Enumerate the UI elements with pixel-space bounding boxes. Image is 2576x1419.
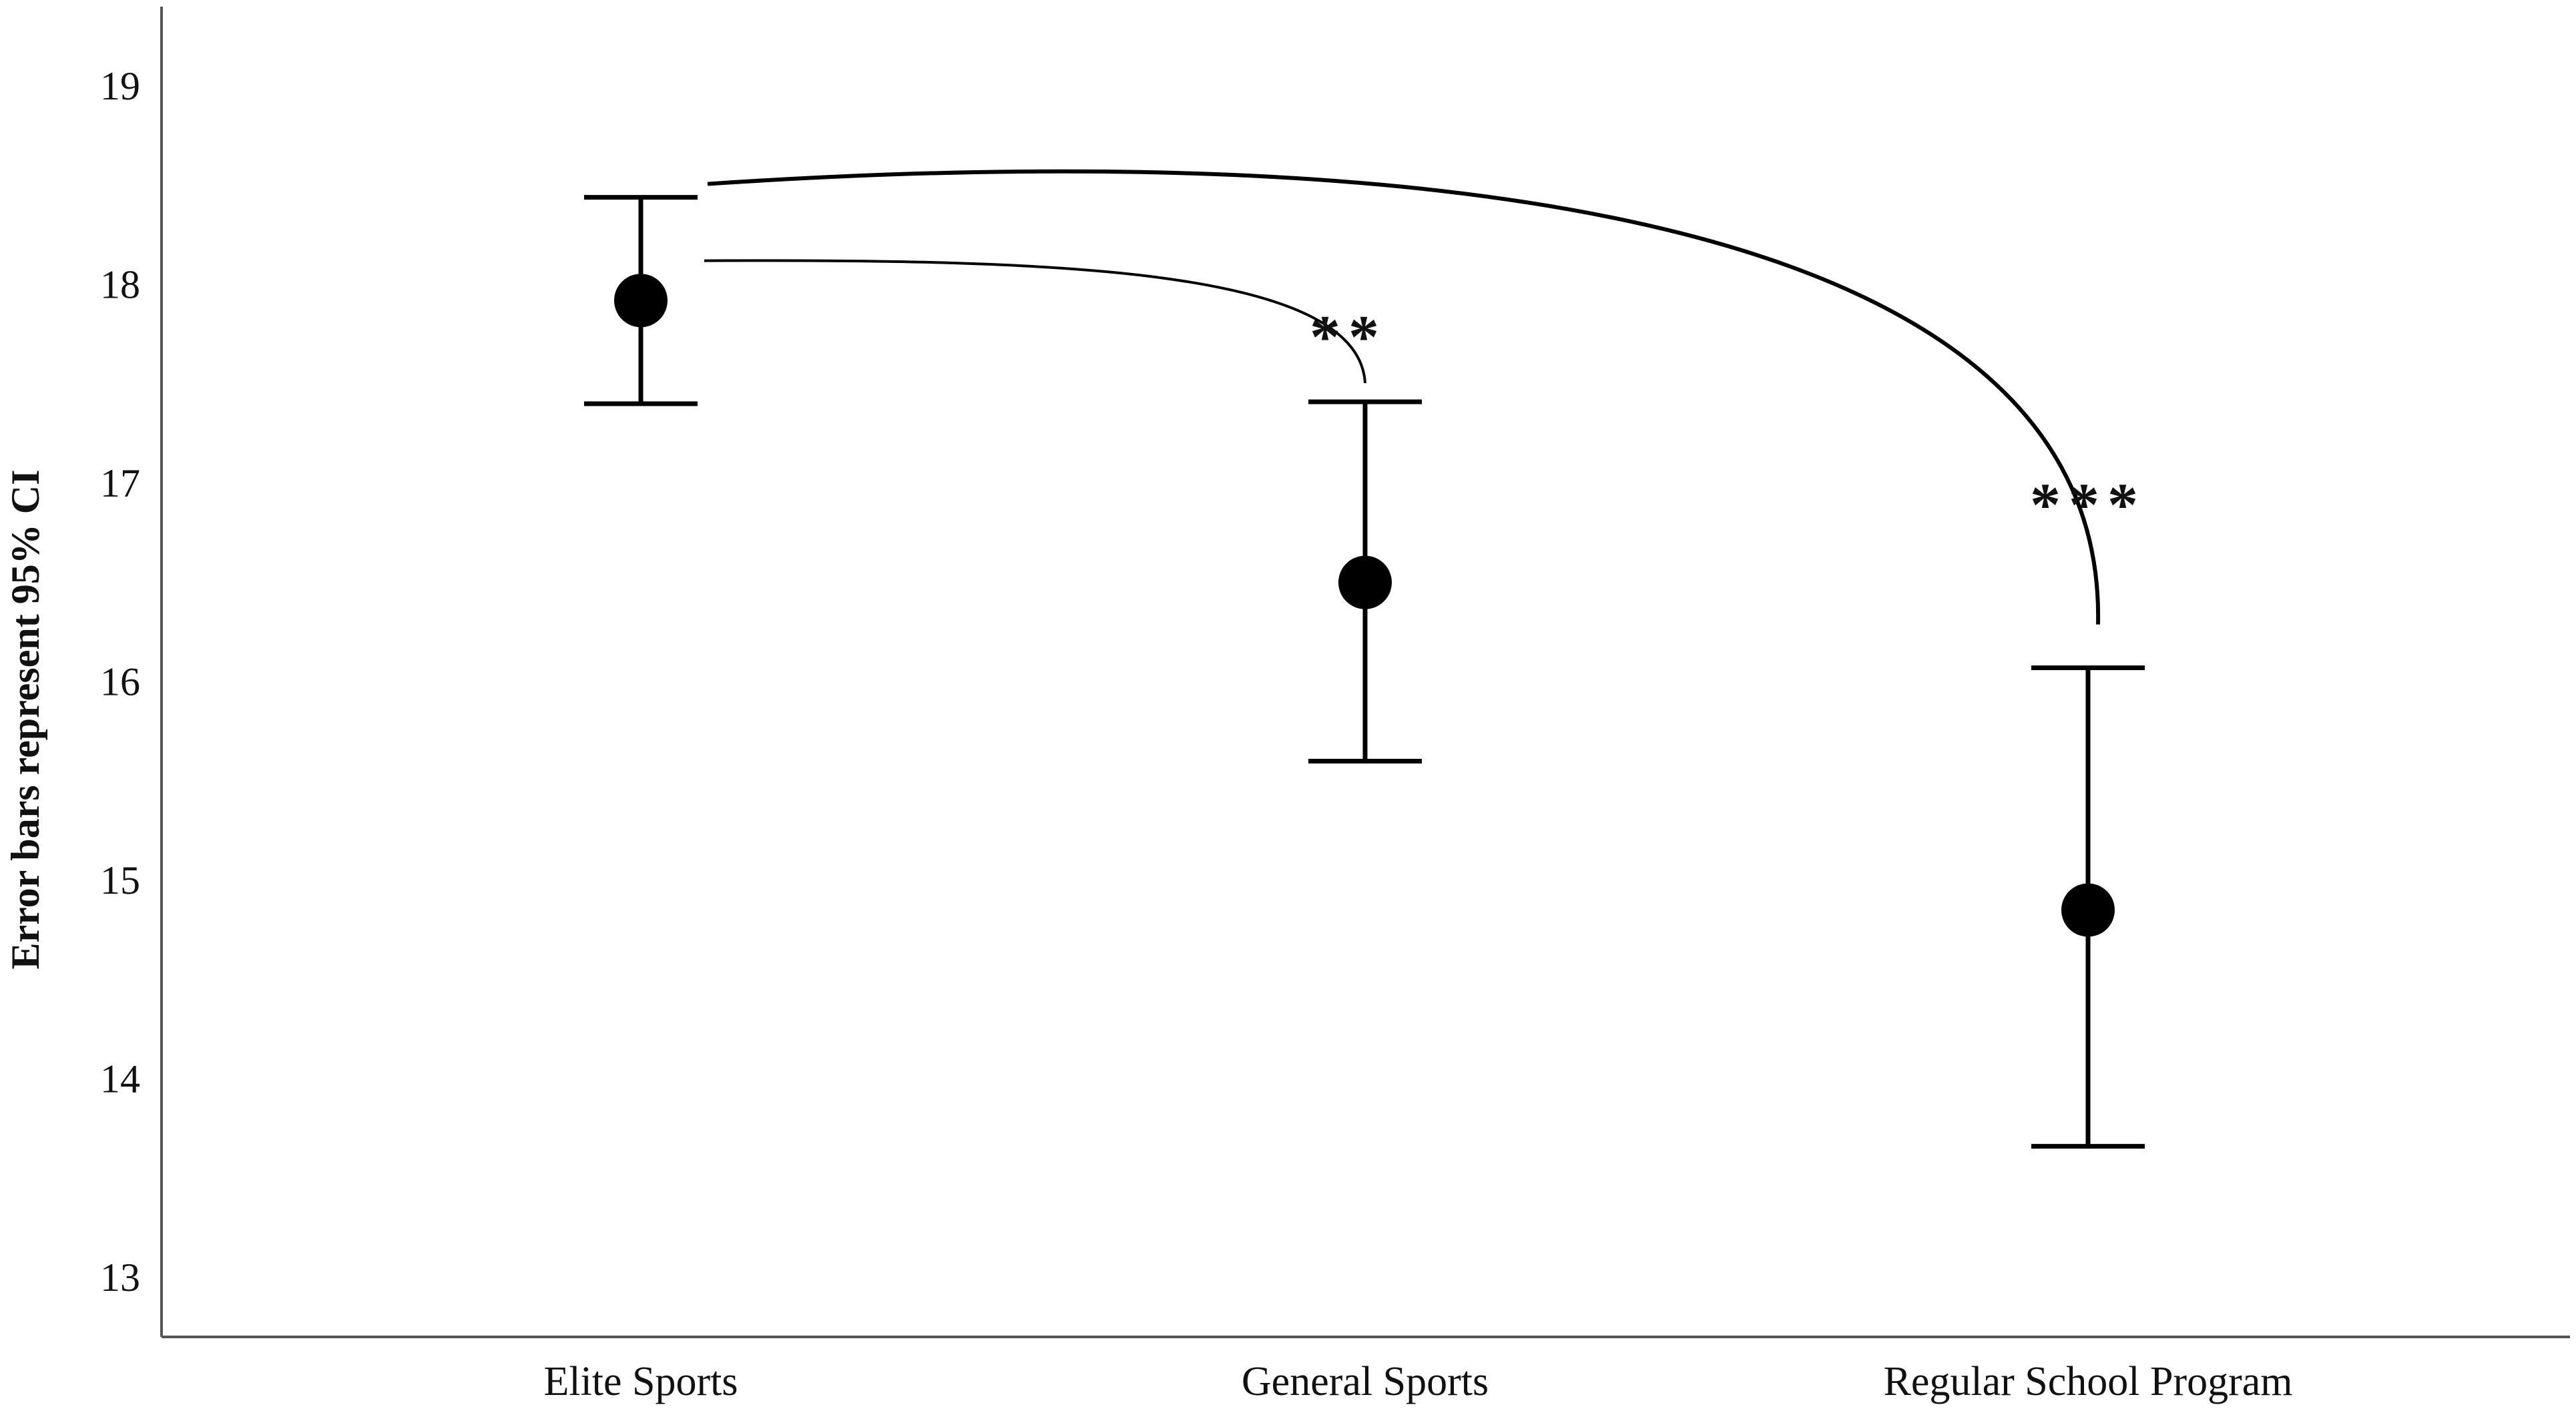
significance-curve bbox=[704, 259, 1366, 384]
significance-label: *** bbox=[2030, 471, 2146, 539]
y-tick-label: 15 bbox=[100, 858, 140, 902]
mean-point bbox=[1338, 555, 1392, 609]
x-tick-label: General Sports bbox=[1242, 1359, 1489, 1404]
y-tick-label: 13 bbox=[100, 1255, 140, 1300]
significance-label: ** bbox=[1310, 303, 1387, 371]
y-ticks: 13 14 15 16 17 18 19 bbox=[100, 64, 140, 1300]
y-tick-label: 18 bbox=[100, 262, 140, 306]
y-tick-label: 14 bbox=[100, 1057, 140, 1101]
x-ticks: Elite Sports General Sports Regular School… bbox=[543, 1359, 2292, 1404]
y-tick-label: 17 bbox=[100, 461, 140, 505]
significance-curve bbox=[707, 169, 2101, 625]
y-axis-title: Error bars represent 95% CI bbox=[3, 470, 47, 970]
mean-points bbox=[614, 274, 2115, 937]
significance-brackets: ***** bbox=[704, 169, 2146, 625]
axes bbox=[160, 7, 2570, 1338]
mean-point bbox=[614, 274, 668, 328]
y-tick-label: 19 bbox=[100, 64, 140, 108]
x-tick-label: Elite Sports bbox=[543, 1359, 738, 1404]
y-tick-label: 16 bbox=[100, 659, 140, 703]
mean-point bbox=[2061, 883, 2115, 937]
x-tick-label: Regular School Program bbox=[1883, 1359, 2292, 1404]
